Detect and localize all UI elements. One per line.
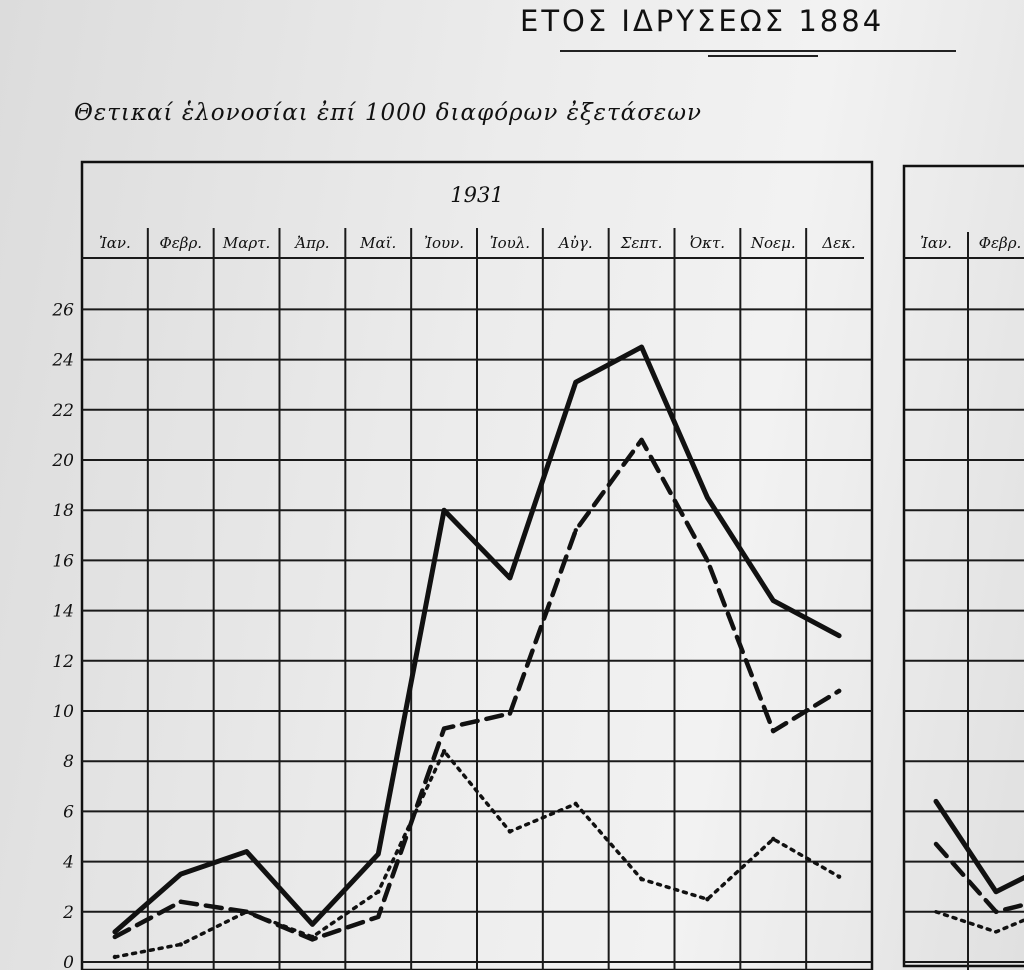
next-panel-series-solid <box>933 798 1024 895</box>
data-point-dotted <box>639 876 644 882</box>
y-tick-label: 6 <box>63 802 74 822</box>
x-tick-label: Νοεμ. <box>750 234 796 252</box>
header-underline <box>560 50 956 52</box>
data-point-dotted <box>507 829 513 834</box>
series-line-dashed <box>112 437 842 942</box>
data-point-dotted <box>836 874 842 879</box>
data-point-dashed <box>112 934 118 940</box>
y-tick-label: 8 <box>63 752 74 772</box>
chart-title: 1931 <box>450 183 503 207</box>
data-point-solid <box>310 922 315 927</box>
data-point-dashed <box>771 728 776 734</box>
data-point-solid <box>441 508 447 513</box>
x-tick-label: Μαρτ. <box>222 234 270 252</box>
data-point-solid <box>112 929 118 935</box>
data-point-solid <box>771 598 776 603</box>
data-point-solid <box>705 495 710 500</box>
y-tick-label: 16 <box>52 551 74 571</box>
data-point-dotted <box>178 942 183 947</box>
x-tick-label: Αὐγ. <box>557 234 593 252</box>
x-tick-label: Μαϊ. <box>359 234 396 252</box>
y-tick-label: 22 <box>51 401 74 421</box>
y-tick-label: 20 <box>51 451 74 471</box>
y-tick-label: 0 <box>63 953 74 970</box>
next-panel-frame <box>902 164 1024 968</box>
data-point-dashed <box>441 726 447 731</box>
x-tick-label: Δεκ. <box>821 234 856 252</box>
x-tick-label: Ἀπρ. <box>293 234 329 252</box>
y-tick-label: 12 <box>52 652 74 672</box>
data-point-dotted <box>112 954 118 960</box>
data-point-solid <box>573 379 578 385</box>
chart-series <box>112 344 1024 960</box>
x-tick-label: Ἰαν. <box>99 234 131 252</box>
data-point-dashed <box>507 711 513 716</box>
y-tick-label: 24 <box>51 351 74 371</box>
data-point-dashed <box>705 558 710 563</box>
chart-grid <box>80 160 1024 970</box>
x-tick-label: Ἰουν. <box>424 234 464 252</box>
data-point-dashed <box>573 528 578 533</box>
data-point-solid <box>639 344 644 350</box>
x-tick-label: Φεβρ. <box>159 234 202 252</box>
x-tick-label: Ὀκτ. <box>690 234 725 252</box>
x-tick-label: Ἰουλ. <box>490 234 530 252</box>
next-panel-series-dashed <box>933 841 1024 915</box>
data-point-dotted <box>705 897 710 902</box>
x-tick-label: Σεπτ. <box>620 234 663 252</box>
series-line-dotted <box>113 749 841 959</box>
data-point-solid <box>836 633 842 638</box>
data-point-dotted <box>376 889 381 894</box>
data-point-dotted <box>573 801 578 807</box>
data-point-dotted <box>310 934 315 940</box>
data-point-dashed <box>836 688 842 694</box>
y-tick-label: 14 <box>52 602 74 622</box>
data-point-dashed <box>639 437 644 443</box>
data-point-solid <box>244 849 249 854</box>
y-tick-label: 2 <box>62 903 74 923</box>
data-point-dotted <box>771 836 776 842</box>
y-tick-label: 4 <box>62 853 74 873</box>
next-panel-series-dotted <box>934 910 1024 934</box>
y-tick-label: 10 <box>52 702 74 722</box>
next-panel-x-tick-label: Φεβρ. <box>979 234 1022 252</box>
series-line-solid <box>112 344 842 935</box>
data-point-dashed <box>376 914 381 920</box>
y-tick-label: 18 <box>52 501 74 521</box>
data-point-solid <box>507 575 513 581</box>
data-point-dashed <box>178 899 183 904</box>
next-panel-x-tick-label: Ἰαν. <box>920 234 952 252</box>
header-underline-short <box>708 55 818 57</box>
founding-year-header: ΕΤΟΣ ΙΔΡΥΣΕΩΣ 1884 <box>520 4 885 38</box>
panel-frame <box>80 160 874 970</box>
data-point-solid <box>178 871 183 877</box>
data-point-dotted <box>244 909 249 914</box>
data-point-dotted <box>441 748 447 754</box>
y-tick-label: 26 <box>51 300 74 320</box>
chart-subtitle: Θετικαί ἑλονοσίαι ἐπί 1000 διαφόρων ἐξετ… <box>74 100 702 126</box>
data-point-solid <box>376 851 381 857</box>
